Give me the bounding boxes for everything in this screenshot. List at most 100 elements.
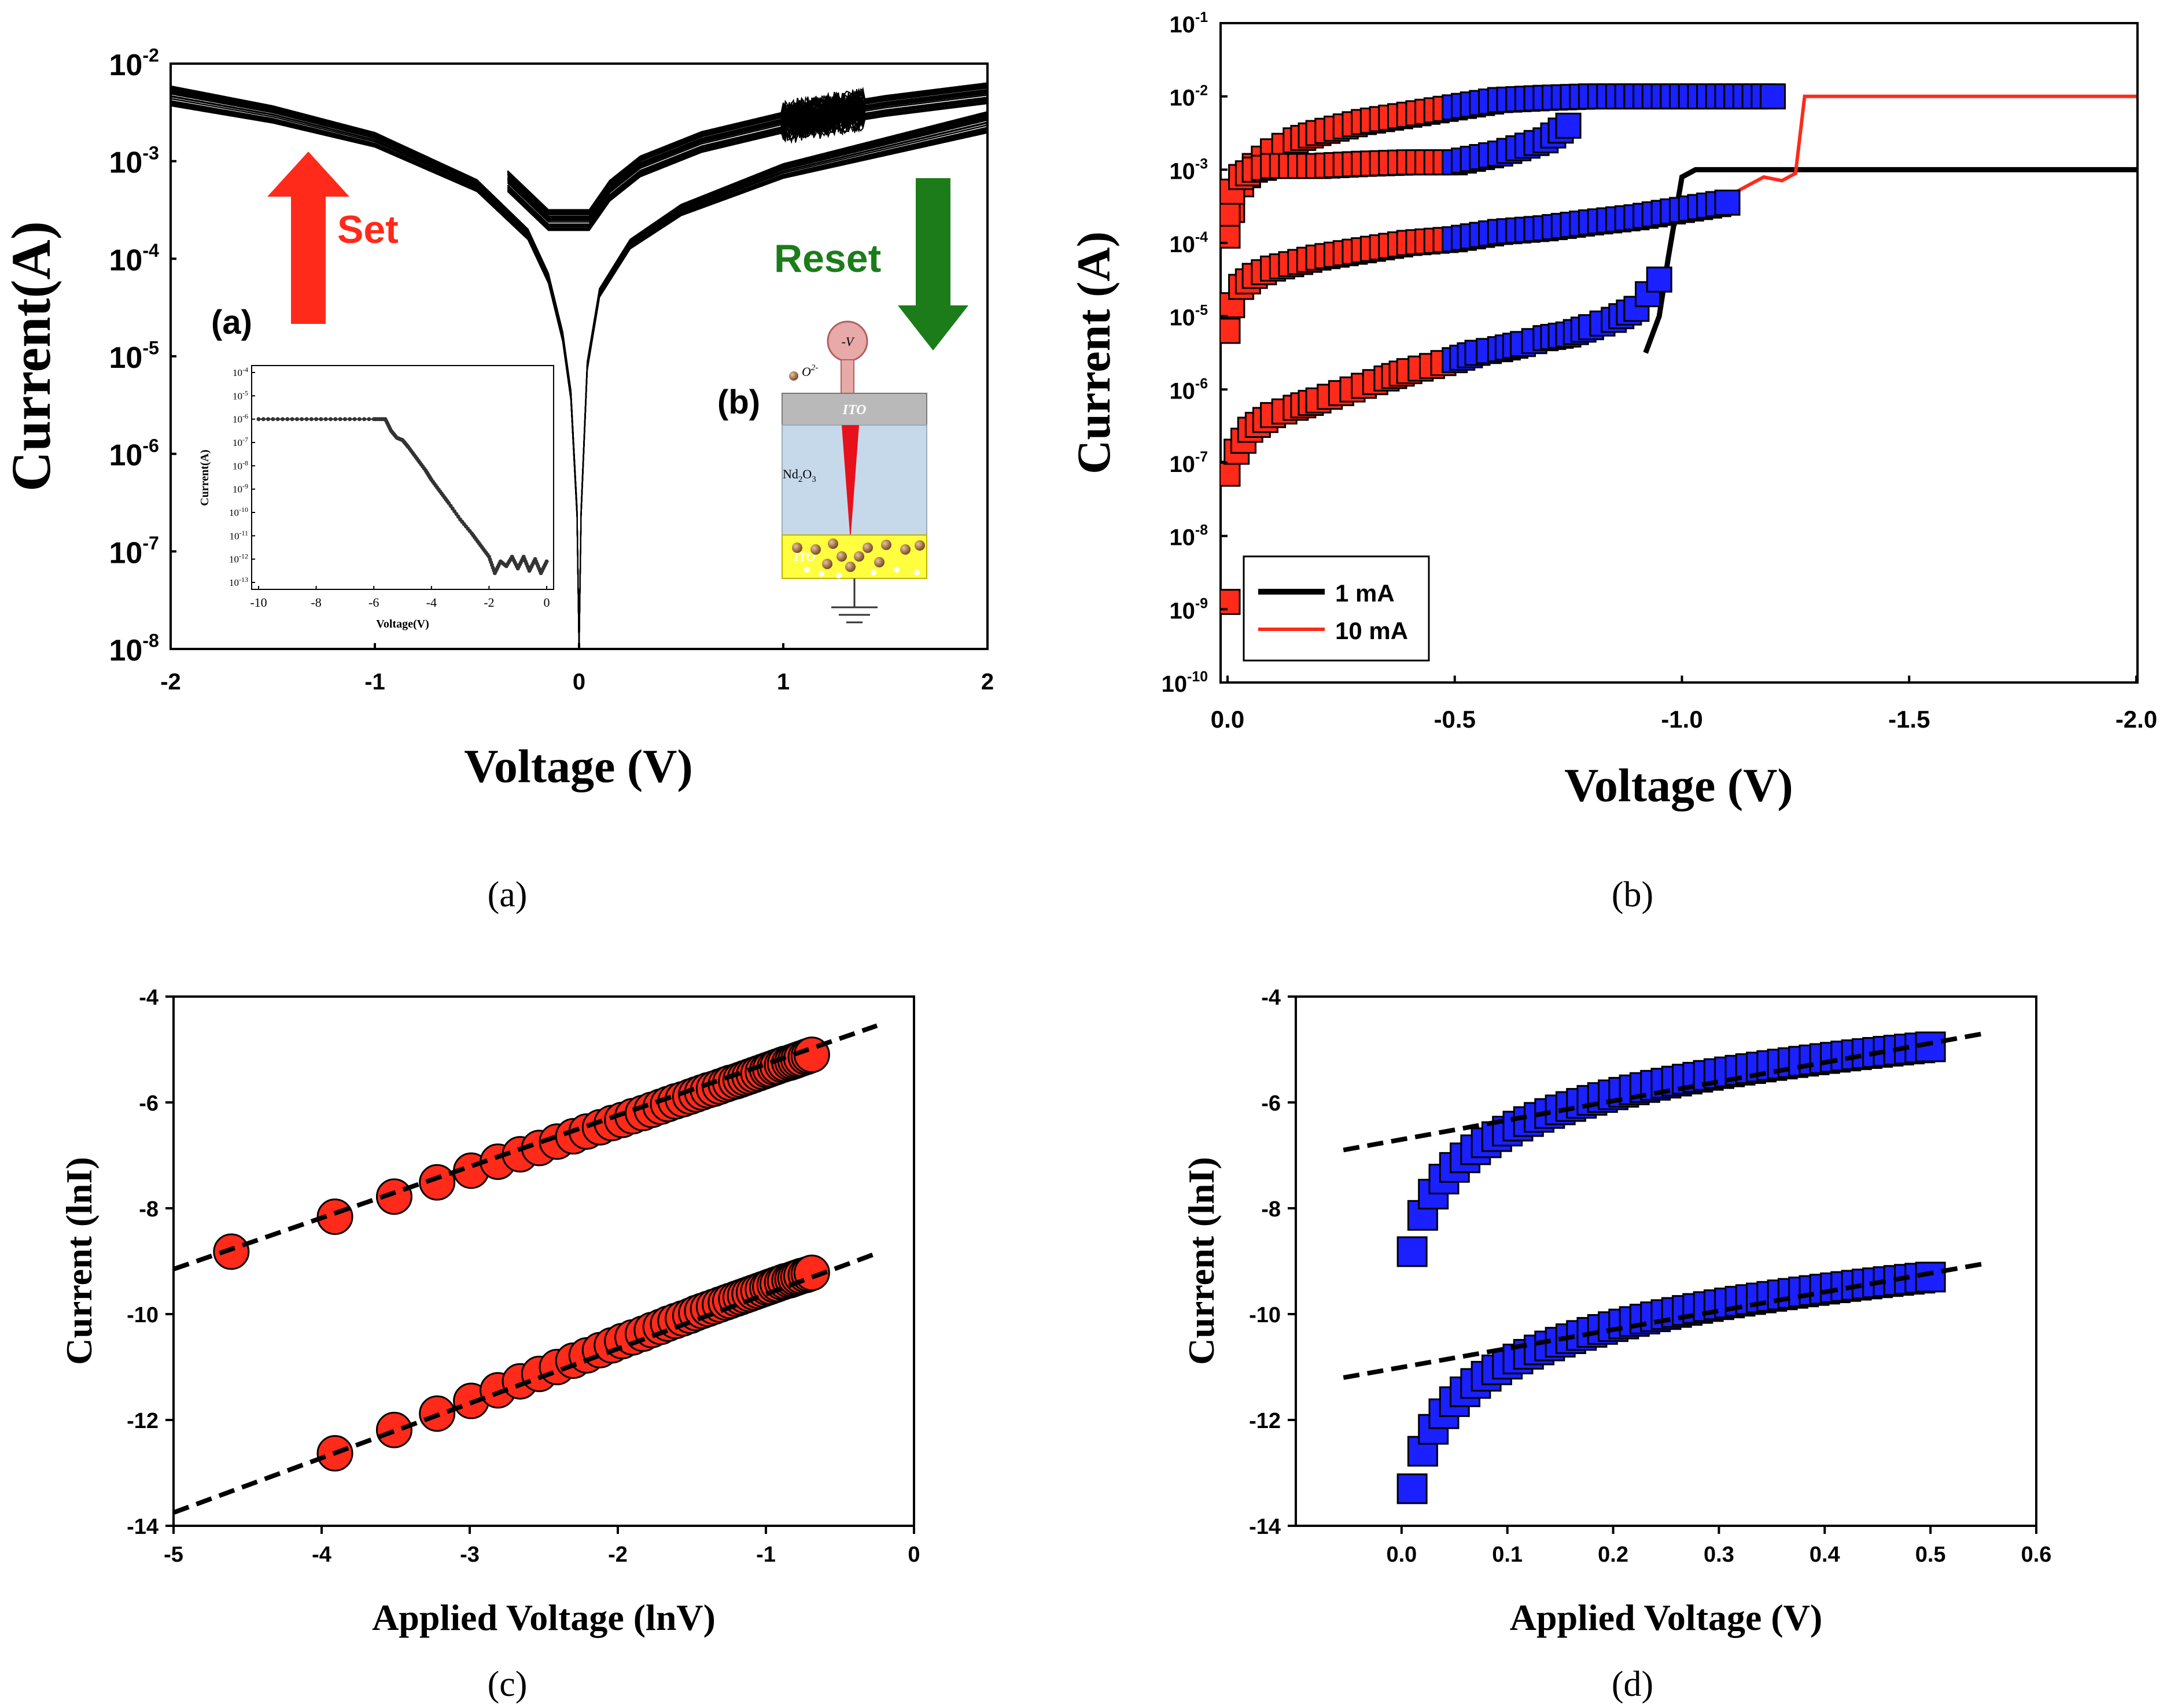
iv-cycle-high <box>507 85 987 213</box>
current-lines-b <box>1643 94 2136 354</box>
marker-lower <box>1714 189 1741 216</box>
ytick-label-b: 10-3 <box>1169 156 1208 184</box>
inset-a-point <box>290 417 294 422</box>
inset-a-point <box>300 417 304 422</box>
xtick-label-a: -2 <box>160 669 181 695</box>
xlabel-c: Applied Voltage (lnV) <box>372 1597 716 1638</box>
marker-upper <box>1760 83 1786 110</box>
plot-frame-d <box>1295 995 2037 1527</box>
inset-a-point <box>544 559 549 564</box>
iv-cycle-high <box>507 97 987 225</box>
caption-d: (d) <box>1612 1665 1653 1704</box>
marker-d-lower <box>1396 1473 1428 1504</box>
panel-a: -2 -1 0 1 210-810-710-610-510-410-310-2 Volt… <box>0 45 994 914</box>
inset-a-point <box>285 417 290 422</box>
vacancy <box>819 571 824 577</box>
legend-b: 1 mA 10 mA <box>1243 555 1430 662</box>
oxygen-ion <box>836 551 847 562</box>
iv-cycle-high <box>507 87 987 216</box>
iv-cycle-low <box>171 102 987 649</box>
inset-a-xtick-label: 0 <box>544 595 550 610</box>
ytick-label-b: 10-5 <box>1169 303 1208 331</box>
inset-a-point <box>367 417 371 422</box>
iv-cycle-high <box>507 92 987 220</box>
inset-a-xtick-label: -8 <box>311 595 321 610</box>
marker-middle <box>1555 112 1582 139</box>
inset-a-xtick-label: -10 <box>250 595 267 610</box>
inset-a-ytick-label: 10-12 <box>229 552 248 565</box>
iv-cycle-high <box>507 102 987 230</box>
inset-a-point <box>281 417 285 422</box>
vacancy <box>871 570 876 576</box>
iv-cycle-high <box>507 97 987 225</box>
iv-cycle-high <box>507 93 987 222</box>
inset-a-point <box>275 417 280 422</box>
ytick-label-b: 10-8 <box>1169 523 1208 551</box>
xtick-label-c: 0 <box>908 1543 920 1567</box>
ytick-label-a: 10-8 <box>109 630 159 667</box>
xtick-label-b: -2.0 <box>2116 706 2157 733</box>
fit-line-d-lower <box>1343 1261 1984 1380</box>
xtick-label-d: 0.5 <box>1915 1543 1946 1567</box>
vacancy <box>914 570 920 576</box>
ytick-label-a: 10-2 <box>109 45 159 82</box>
ytick-label-c: -10 <box>127 1303 159 1327</box>
ticks-a: -2 -1 0 1 210-810-710-610-510-410-310-2 <box>109 45 994 695</box>
caption-c: (c) <box>488 1665 528 1704</box>
oxygen-ions <box>792 538 925 578</box>
fit-line-c-upper <box>174 1023 878 1272</box>
xtick-label-d: 0.6 <box>2021 1543 2052 1567</box>
inset-a-ytick-label: 10-5 <box>233 389 248 401</box>
iv-cycle-high <box>507 84 987 212</box>
marker-c-lower <box>375 1411 412 1448</box>
xtick-label-a: 2 <box>981 669 994 695</box>
marker-lowest <box>1221 589 1241 615</box>
inset-a-point <box>261 417 266 422</box>
set-label: Set <box>337 208 399 252</box>
iv-cycle-high <box>507 88 987 217</box>
xtick-label-b: -0.5 <box>1434 706 1476 733</box>
vacancy <box>836 573 842 578</box>
inset-a-point <box>304 417 309 422</box>
ylabel-c: Current (lnI) <box>58 1157 99 1365</box>
ytick-label-d: -12 <box>1249 1409 1281 1433</box>
inset-a-point <box>329 417 333 422</box>
ticks-c: -5 -4 -3 -2 -1 0-14-12-10-8-6-4 <box>127 986 920 1567</box>
oxygen-ion <box>863 543 873 553</box>
oxygen-ion <box>792 543 802 553</box>
xtick-label-d: 0.0 <box>1386 1543 1417 1567</box>
inset-a-ytick-label: 10-8 <box>233 459 248 471</box>
vacancy <box>894 567 900 573</box>
marker-c-upper <box>213 1233 250 1270</box>
ytick-label-b: 10-4 <box>1169 230 1208 257</box>
marker-lower <box>1221 318 1241 344</box>
ytick-label-d: -8 <box>1261 1197 1281 1222</box>
ytick-label-d: -14 <box>1249 1515 1281 1539</box>
oxygen-ion <box>915 540 925 551</box>
iv-cycle-high <box>507 99 987 227</box>
ytick-label-b: 10-10 <box>1162 669 1208 697</box>
inset-b-label: (b) <box>717 383 760 421</box>
xtick-label-d: 0.3 <box>1704 1543 1734 1567</box>
xtick-label-c: -5 <box>164 1543 183 1567</box>
inset-a: -10 -8 -6 -4 -2 0 10-4 10-5 10-6 10-7 10-8 10-9 10-1… <box>198 365 554 630</box>
inset-a-point <box>352 417 357 422</box>
iv-cycle-high <box>507 83 987 212</box>
inset-a-ytick-label: 10-7 <box>233 436 248 448</box>
ytick-label-b: 10-7 <box>1169 449 1208 477</box>
inset-a-point <box>333 417 338 422</box>
inset-a-point <box>309 417 314 422</box>
xlabel-d: Applied Voltage (V) <box>1510 1597 1823 1638</box>
iv-cycle-high <box>507 103 987 231</box>
reset-arrow-icon <box>898 178 968 351</box>
markers-b <box>1221 83 1786 615</box>
oxide-layer-label: Nd2O3 <box>783 467 816 484</box>
ytick-label-b: 10-6 <box>1169 376 1208 404</box>
xtick-label-a: -1 <box>364 669 385 695</box>
iv-cycle-high <box>507 97 987 225</box>
ytick-label-c: -8 <box>139 1197 159 1222</box>
iv-cycle-high <box>507 99 987 227</box>
markers-d <box>1396 1031 1946 1504</box>
inset-a-point <box>348 417 352 422</box>
